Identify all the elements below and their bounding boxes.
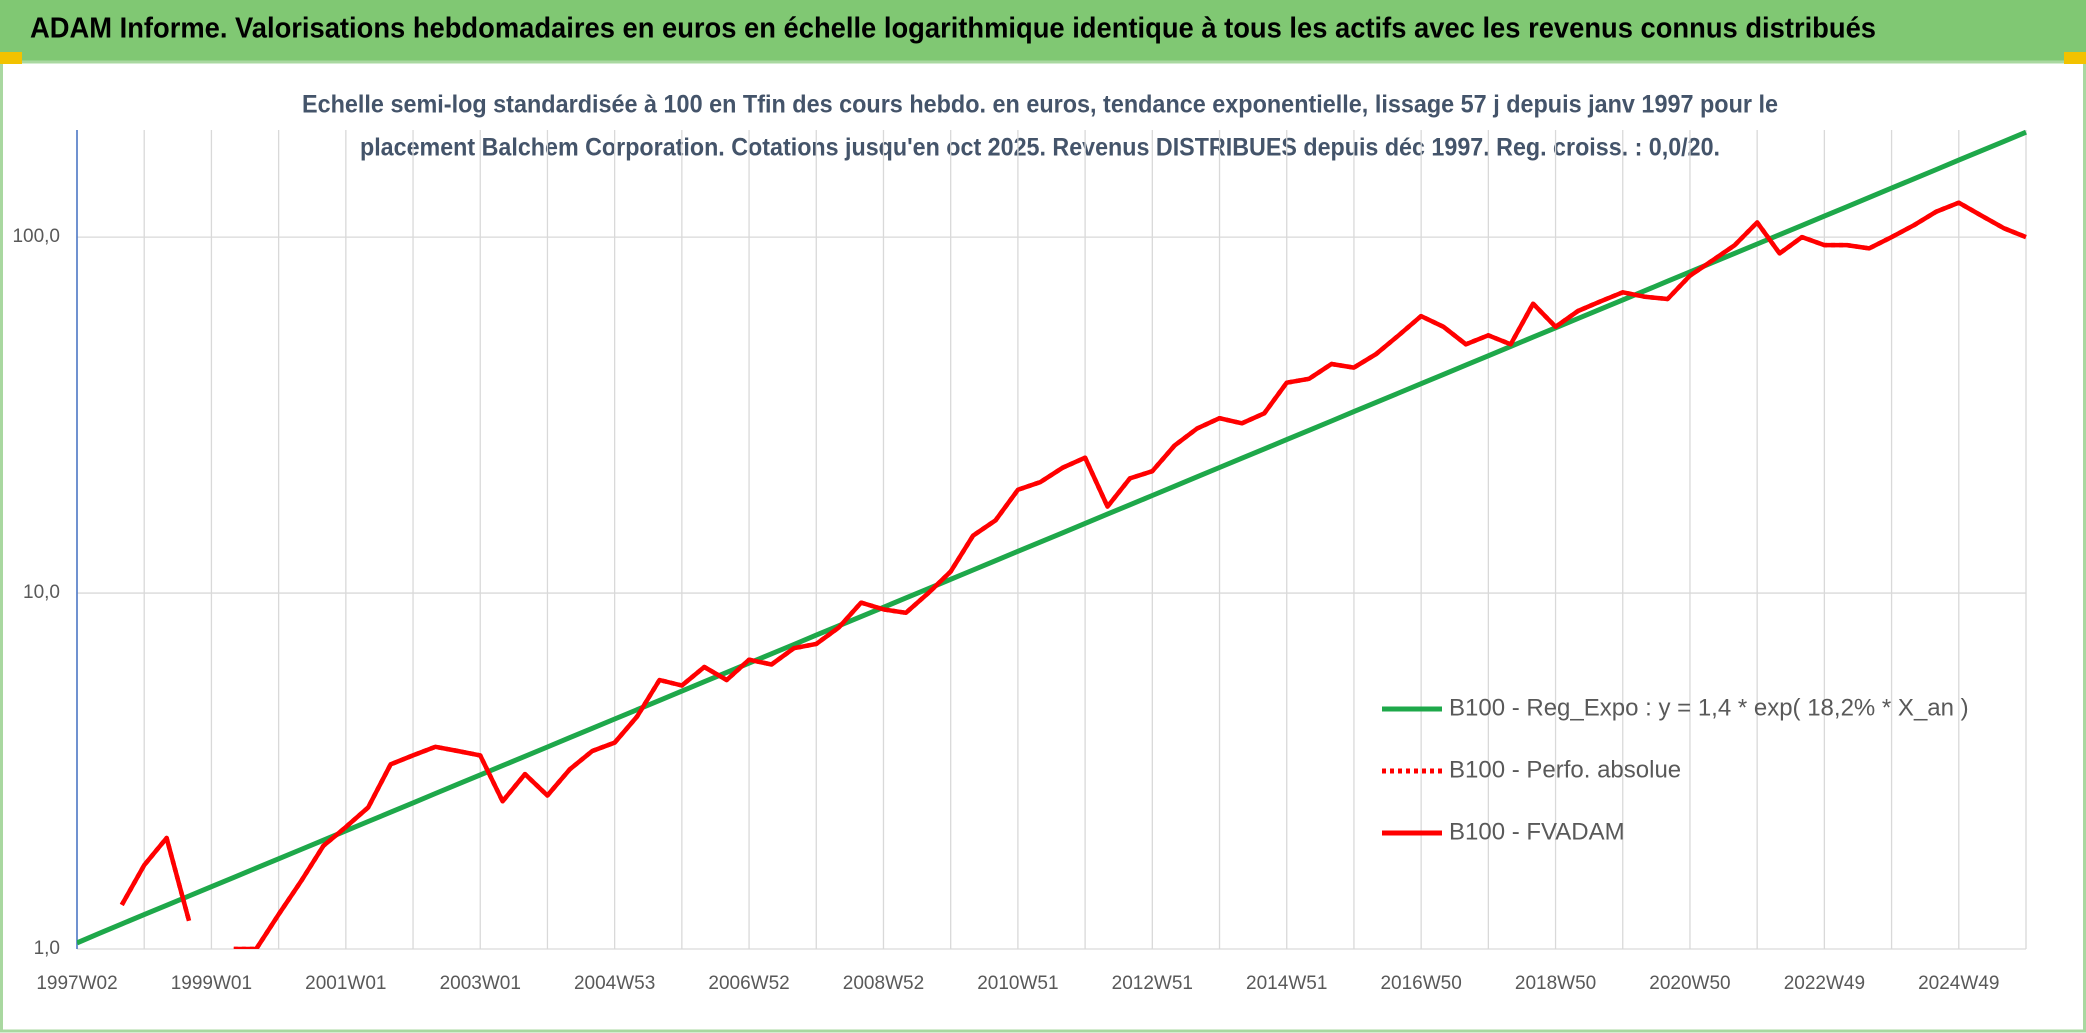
- x-tick-label: 1999W01: [171, 973, 252, 994]
- y-tick-label: 1,0: [34, 938, 60, 959]
- series-line: [119, 835, 192, 922]
- y-tick-label: 10,0: [23, 582, 60, 603]
- x-tick-label: 2022W49: [1784, 973, 1865, 994]
- header-bar: [0, 0, 2086, 62]
- chart-subtitle: placement Balchem Corporation. Cotations…: [360, 134, 1720, 162]
- series-line: [233, 200, 2027, 949]
- chart-subtitle: Echelle semi-log standardisée à 100 en T…: [302, 91, 1778, 119]
- x-tick-label: 2024W49: [1918, 973, 1999, 994]
- x-tick-label: 2003W01: [440, 973, 521, 994]
- y-tick-label: 100,0: [12, 226, 60, 247]
- chart-title: ADAM Informe. Valorisations hebdomadaire…: [30, 13, 1876, 45]
- x-tick-label: 2001W01: [305, 973, 386, 994]
- frame: [0, 60, 2086, 1033]
- x-tick-label: 2018W50: [1515, 973, 1596, 994]
- x-tick-label: 2004W53: [574, 973, 655, 994]
- legend-label: B100 - FVADAM: [1449, 818, 1625, 845]
- x-tick-label: 2006W52: [708, 973, 789, 994]
- series-group: [77, 129, 2027, 949]
- x-tick-label: 1997W02: [36, 973, 117, 994]
- legend-label: B100 - Perfo. absolue: [1449, 756, 1681, 783]
- x-tick-label: 2020W50: [1649, 973, 1730, 994]
- x-tick-label: 2014W51: [1246, 973, 1327, 994]
- legend-label: B100 - Reg_Expo : y = 1,4 * exp( 18,2% *…: [1449, 694, 1969, 721]
- corner-mark: [0, 52, 22, 64]
- x-tick-label: 2012W51: [1112, 973, 1193, 994]
- x-tick-label: 2016W50: [1380, 973, 1461, 994]
- x-tick-label: 2010W51: [977, 973, 1058, 994]
- x-tick-label: 2008W52: [843, 973, 924, 994]
- plot-area: 1,0 10,0 100,0 1997W02 1999W01 2001W01 2003W01…: [12, 129, 2027, 994]
- corner-mark: [2064, 52, 2086, 64]
